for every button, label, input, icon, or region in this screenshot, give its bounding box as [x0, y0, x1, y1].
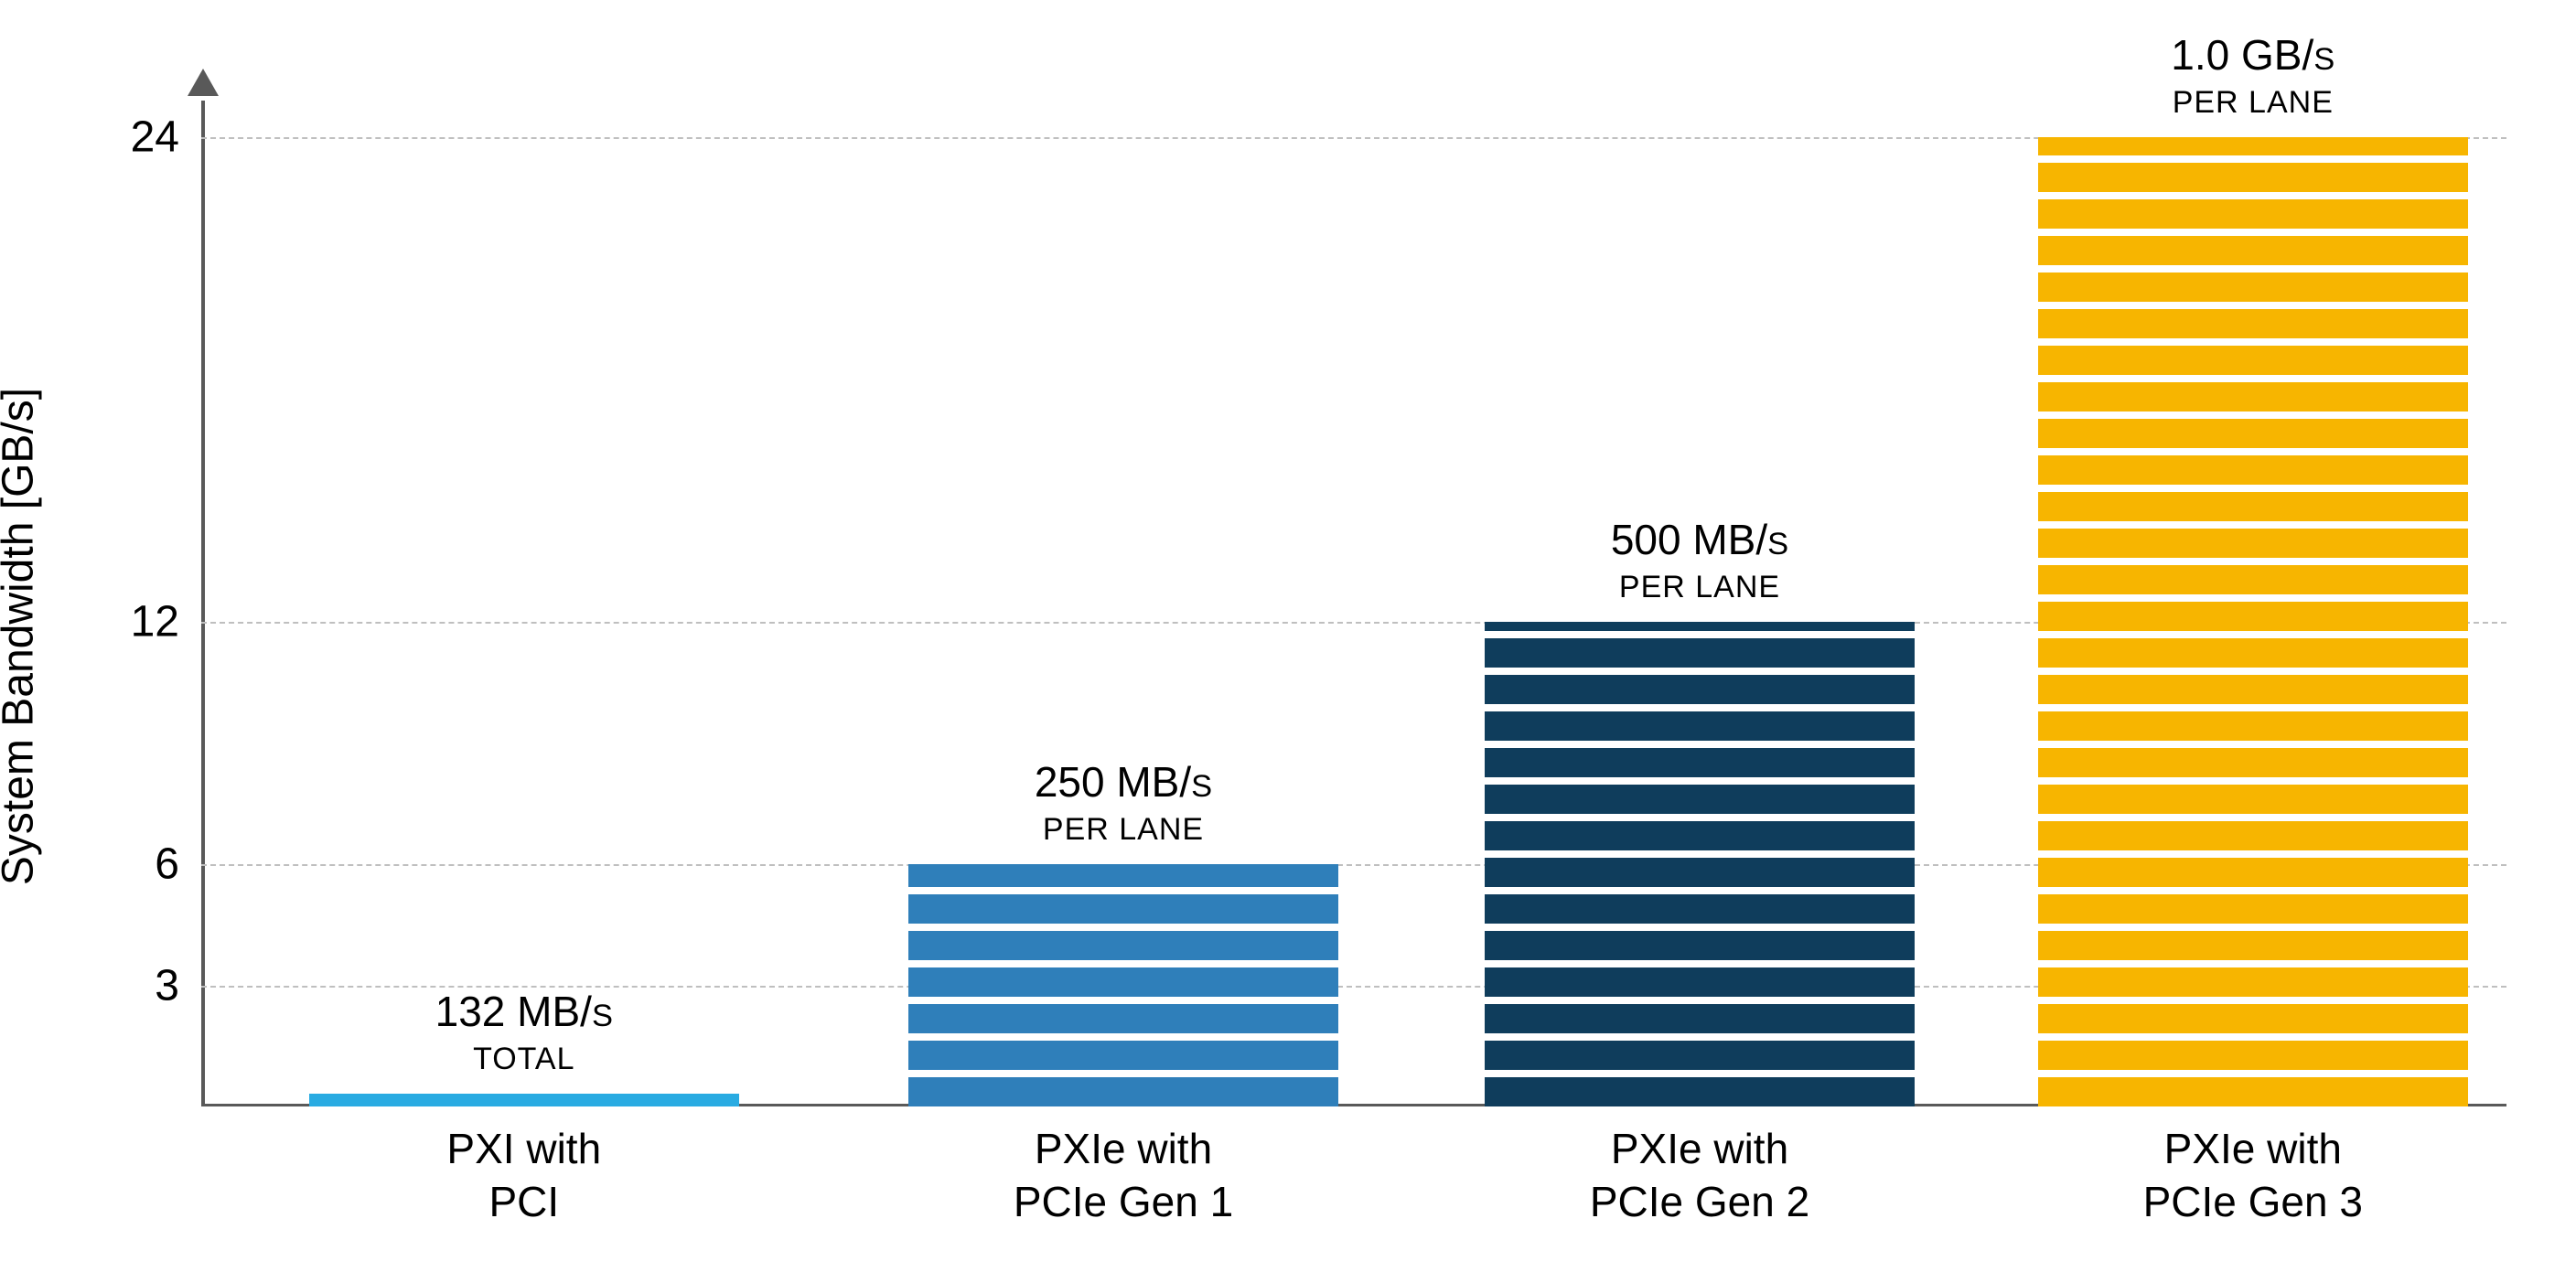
x-category-label: PXIe withPCIe Gen 2 — [1485, 1106, 1915, 1228]
plot-area: 361224132 MB/STOTALPXI withPCI250 MB/SPE… — [201, 137, 2506, 1106]
x-category-line2: PCIe Gen 1 — [908, 1176, 1338, 1229]
x-category-line1: PXIe with — [908, 1123, 1338, 1176]
y-tick-label: 24 — [131, 112, 201, 163]
x-category-label: PXIe withPCIe Gen 1 — [908, 1106, 1338, 1228]
x-category-line1: PXIe with — [2038, 1123, 2468, 1176]
y-axis-line — [201, 101, 205, 1106]
y-tick-label: 3 — [155, 960, 201, 1010]
bar-value-main: 250 MB/S — [908, 757, 1338, 807]
bar-value-main: 132 MB/S — [309, 987, 739, 1036]
bar-value-main: 500 MB/S — [1485, 515, 1915, 564]
bar — [908, 864, 1338, 1106]
y-axis-arrow-icon — [188, 69, 219, 101]
bar-value-sub: PER LANE — [2038, 85, 2468, 121]
bar — [1485, 622, 1915, 1106]
x-category-line1: PXI with — [309, 1123, 739, 1176]
bar-value-sub: PER LANE — [908, 812, 1338, 848]
bar-value-sub: TOTAL — [309, 1042, 739, 1077]
y-axis-label: System Bandwidth [GB/s] — [0, 387, 44, 884]
bar-value-main: 1.0 GB/S — [2038, 30, 2468, 80]
x-category-line2: PCIe Gen 3 — [2038, 1176, 2468, 1229]
x-category-line2: PCI — [309, 1176, 739, 1229]
bar-value-label: 250 MB/S PER LANE — [908, 757, 1338, 848]
y-tick-label: 12 — [131, 597, 201, 647]
bandwidth-bar-chart: System Bandwidth [GB/s] 3 6 12 24 132 MB/S TO… — [0, 0, 2576, 1272]
bar-value-sub: PER LANE — [1485, 570, 1915, 605]
y-tick-label: 6 — [155, 839, 201, 890]
x-category-line2: PCIe Gen 2 — [1485, 1176, 1915, 1229]
bar-value-label: 1.0 GB/S PER LANE — [2038, 30, 2468, 121]
bar-value-label: 132 MB/S TOTAL — [309, 987, 739, 1077]
x-category-label: PXIe withPCIe Gen 3 — [2038, 1106, 2468, 1228]
x-category-line1: PXIe with — [1485, 1123, 1915, 1176]
bar-value-label: 500 MB/S PER LANE — [1485, 515, 1915, 605]
bar — [2038, 137, 2468, 1106]
bar — [309, 1094, 739, 1106]
x-category-label: PXI withPCI — [309, 1106, 739, 1228]
